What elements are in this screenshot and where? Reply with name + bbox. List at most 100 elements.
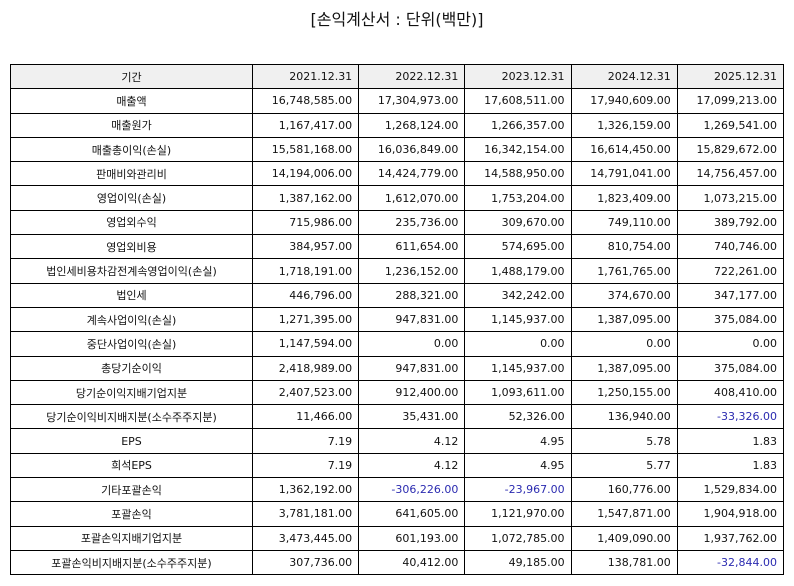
- cell-value: 1,718,191.00: [251, 258, 360, 284]
- table-row: 영업외수익 715,986.00 235,736.00 309,670.00 749,1…: [10, 209, 785, 236]
- cell-value: 1,937,762.00: [676, 525, 785, 551]
- cell-value: 16,036,849.00: [358, 136, 466, 163]
- row-label: 중단사업이익(손실): [10, 331, 253, 357]
- cell-value: 4.12: [358, 452, 466, 479]
- cell-value: 3,473,445.00: [251, 525, 360, 551]
- cell-value: 947,831.00: [358, 306, 466, 333]
- cell-value: 0.00: [358, 331, 466, 357]
- cell-value: 1,387,162.00: [251, 185, 360, 211]
- row-label: 영업외수익: [10, 209, 253, 236]
- table-row: 법인세 446,796.00 288,321.00 342,242.00 374,670…: [10, 282, 785, 308]
- cell-value: 1,761,765.00: [570, 258, 678, 284]
- cell-value: 1,145,937.00: [464, 306, 572, 333]
- row-label: 희석EPS: [10, 452, 253, 479]
- table-row: 포괄손익비지배지분(소수주주지분) 307,736.00 40,412.00 49,1…: [10, 549, 785, 576]
- cell-value: 574,695.00: [464, 234, 572, 260]
- cell-value: 17,940,609.00: [570, 88, 678, 114]
- table-body: 매출액 16,748,585.00 17,304,973.00 17,608,511.…: [10, 88, 785, 576]
- cell-value: 52,326.00: [464, 404, 572, 430]
- cell-value: 1,167,417.00: [251, 112, 360, 138]
- row-label: 기타포괄손익: [10, 477, 253, 503]
- table-row: 매출총이익(손실) 15,581,168.00 16,036,849.00 16,34…: [10, 136, 785, 163]
- cell-value: 17,099,213.00: [676, 88, 785, 114]
- cell-value: 722,261.00: [676, 258, 785, 284]
- cell-value: 375,084.00: [676, 306, 785, 333]
- cell-value: 14,194,006.00: [251, 161, 360, 187]
- header-date: 2025.12.31: [676, 63, 785, 90]
- cell-value: 4.95: [464, 452, 572, 479]
- cell-value: 1,266,357.00: [464, 112, 572, 138]
- cell-value: 5.77: [570, 452, 678, 479]
- table-row: 판매비와관리비 14,194,006.00 14,424,779.00 14,588,…: [10, 161, 785, 187]
- cell-value: 810,754.00: [570, 234, 678, 260]
- cell-value: 49,185.00: [464, 549, 572, 576]
- cell-value: 347,177.00: [676, 282, 785, 308]
- table-row: 당기순이익비지배지분(소수주주지분) 11,466.00 35,431.00 52,3…: [10, 404, 785, 430]
- table-row: 영업외비용 384,957.00 611,654.00 574,695.00 810,7…: [10, 234, 785, 260]
- row-label: 당기순이익지배기업지분: [10, 379, 253, 406]
- row-label: 영업외비용: [10, 234, 253, 260]
- cell-value: -23,967.00: [464, 477, 572, 503]
- cell-value: 14,791,041.00: [570, 161, 678, 187]
- cell-value: 15,829,672.00: [676, 136, 785, 163]
- table-row: 총당기순이익 2,418,989.00 947,831.00 1,145,937.00…: [10, 355, 785, 381]
- row-label: 포괄손익지배기업지분: [10, 525, 253, 551]
- cell-value: 1,250,155.00: [570, 379, 678, 406]
- cell-value: -306,226.00: [358, 477, 466, 503]
- cell-value: 446,796.00: [251, 282, 360, 308]
- cell-value: 389,792.00: [676, 209, 785, 236]
- table-row: 영업이익(손실) 1,387,162.00 1,612,070.00 1,753,20…: [10, 185, 785, 211]
- cell-value: 1,073,215.00: [676, 185, 785, 211]
- cell-value: 11,466.00: [251, 404, 360, 430]
- cell-value: 1,269,541.00: [676, 112, 785, 138]
- cell-value: 3,781,181.00: [251, 501, 360, 527]
- header-label: 기간: [10, 63, 253, 90]
- cell-value: 5.78: [570, 428, 678, 454]
- cell-value: 1,387,095.00: [570, 355, 678, 381]
- table-row: 희석EPS 7.19 4.12 4.95 5.77 1.83: [10, 452, 785, 479]
- cell-value: 16,614,450.00: [570, 136, 678, 163]
- cell-value: 2,407,523.00: [251, 379, 360, 406]
- cell-value: 14,424,779.00: [358, 161, 466, 187]
- header-row: 기간 2021.12.31 2022.12.31 2023.12.31 2024.12.…: [10, 63, 785, 90]
- cell-value: 1,488,179.00: [464, 258, 572, 284]
- cell-value: 1,271,395.00: [251, 306, 360, 333]
- cell-value: 408,410.00: [676, 379, 785, 406]
- row-label: 매출총이익(손실): [10, 136, 253, 163]
- cell-value: 1,529,834.00: [676, 477, 785, 503]
- cell-value: 947,831.00: [358, 355, 466, 381]
- cell-value: 235,736.00: [358, 209, 466, 236]
- row-label: 포괄손익: [10, 501, 253, 527]
- cell-value: 0.00: [676, 331, 785, 357]
- cell-value: 0.00: [464, 331, 572, 357]
- cell-value: 0.00: [570, 331, 678, 357]
- cell-value: 17,304,973.00: [358, 88, 466, 114]
- cell-value: 715,986.00: [251, 209, 360, 236]
- cell-value: 15,581,168.00: [251, 136, 360, 163]
- cell-value: 1.83: [676, 428, 785, 454]
- cell-value: 40,412.00: [358, 549, 466, 576]
- page-title: [손익계산서 : 단위(백만)]: [310, 10, 484, 29]
- cell-value: 7.19: [251, 428, 360, 454]
- cell-value: 1,236,152.00: [358, 258, 466, 284]
- cell-value: 138,781.00: [570, 549, 678, 576]
- header-date: 2022.12.31: [358, 63, 466, 90]
- cell-value: 160,776.00: [570, 477, 678, 503]
- row-label: 매출액: [10, 88, 253, 114]
- table-row: 포괄손익 3,781,181.00 641,605.00 1,121,970.00 1,…: [10, 501, 785, 527]
- cell-value: 374,670.00: [570, 282, 678, 308]
- table-row: 매출원가 1,167,417.00 1,268,124.00 1,266,357.00…: [10, 112, 785, 138]
- cell-value: 375,084.00: [676, 355, 785, 381]
- cell-value: 1,547,871.00: [570, 501, 678, 527]
- row-label: 법인세비용차감전계속영업이익(손실): [10, 258, 253, 284]
- cell-value: 307,736.00: [251, 549, 360, 576]
- cell-value: 342,242.00: [464, 282, 572, 308]
- row-label: 영업이익(손실): [10, 185, 253, 211]
- cell-value: 16,748,585.00: [251, 88, 360, 114]
- row-label: 계속사업이익(손실): [10, 306, 253, 333]
- row-label: 총당기순이익: [10, 355, 253, 381]
- cell-value: 384,957.00: [251, 234, 360, 260]
- cell-value: 1,612,070.00: [358, 185, 466, 211]
- cell-value: 601,193.00: [358, 525, 466, 551]
- income-statement-table: 기간 2021.12.31 2022.12.31 2023.12.31 2024.12.…: [10, 63, 785, 576]
